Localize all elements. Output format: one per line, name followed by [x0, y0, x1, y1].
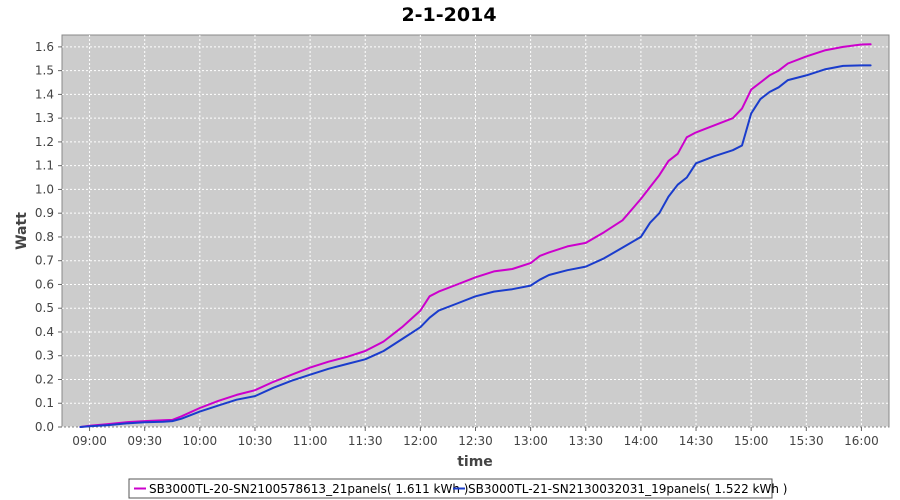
x-tick-label: 10:30	[238, 434, 273, 448]
y-tick-label: 0.7	[35, 254, 54, 268]
x-tick-label: 12:30	[458, 434, 493, 448]
y-tick-label: 0.0	[35, 420, 54, 434]
series-lines	[79, 43, 872, 428]
x-tick-label: 14:00	[624, 434, 659, 448]
y-tick-label: 0.5	[35, 301, 54, 315]
legend	[128, 478, 773, 499]
y-tick-label: 1.0	[35, 182, 54, 196]
y-tick-label: 0.4	[35, 325, 54, 339]
x-tick-label: 12:00	[403, 434, 438, 448]
legend-entries: SB3000TL-20-SN2100578613_21panels( 1.611…	[134, 482, 787, 496]
x-tick-label: 14:30	[679, 434, 714, 448]
y-tick-label: 0.1	[35, 396, 54, 410]
chart-title: 2-1-2014	[401, 4, 496, 26]
y-tick-label: 1.4	[35, 87, 54, 101]
legend-label-2: SB3000TL-21-SN2130032031_19panels( 1.522…	[468, 482, 787, 496]
x-tick-label: 09:30	[127, 434, 162, 448]
axes: 0.0 0.1 0.2 0.3 0.4 0.5 0.6 0.7 0.8 0.9 1.0 1.1 1.2 1…	[35, 40, 879, 448]
x-tick-label: 11:30	[348, 434, 383, 448]
legend-label-1: SB3000TL-20-SN2100578613_21panels( 1.611…	[149, 482, 468, 496]
y-tick-label: 0.3	[35, 349, 54, 363]
series-line-2	[79, 64, 872, 428]
x-tick-label: 15:30	[789, 434, 824, 448]
x-axis-label: time	[457, 454, 493, 470]
x-tick-label: 10:00	[183, 434, 218, 448]
x-tick-label: 16:00	[844, 434, 879, 448]
x-tick-label: 15:00	[734, 434, 769, 448]
y-axis-label: Watt	[14, 212, 30, 250]
x-tick-label: 13:00	[513, 434, 548, 448]
y-tick-label: 0.6	[35, 277, 54, 291]
y-tick-label: 0.9	[35, 206, 54, 220]
x-tick-label: 13:30	[568, 434, 603, 448]
y-tick-label: 0.8	[35, 230, 54, 244]
y-tick-label: 1.2	[35, 135, 54, 149]
y-tick-label: 1.6	[35, 40, 54, 54]
x-tick-label: 09:00	[72, 434, 107, 448]
y-tick-label: 1.1	[35, 159, 54, 173]
y-tick-label: 0.2	[35, 372, 54, 386]
y-tick-label: 1.3	[35, 111, 54, 125]
series-line-1	[79, 43, 872, 428]
y-tick-label: 1.5	[35, 64, 54, 78]
x-tick-label: 11:00	[293, 434, 328, 448]
